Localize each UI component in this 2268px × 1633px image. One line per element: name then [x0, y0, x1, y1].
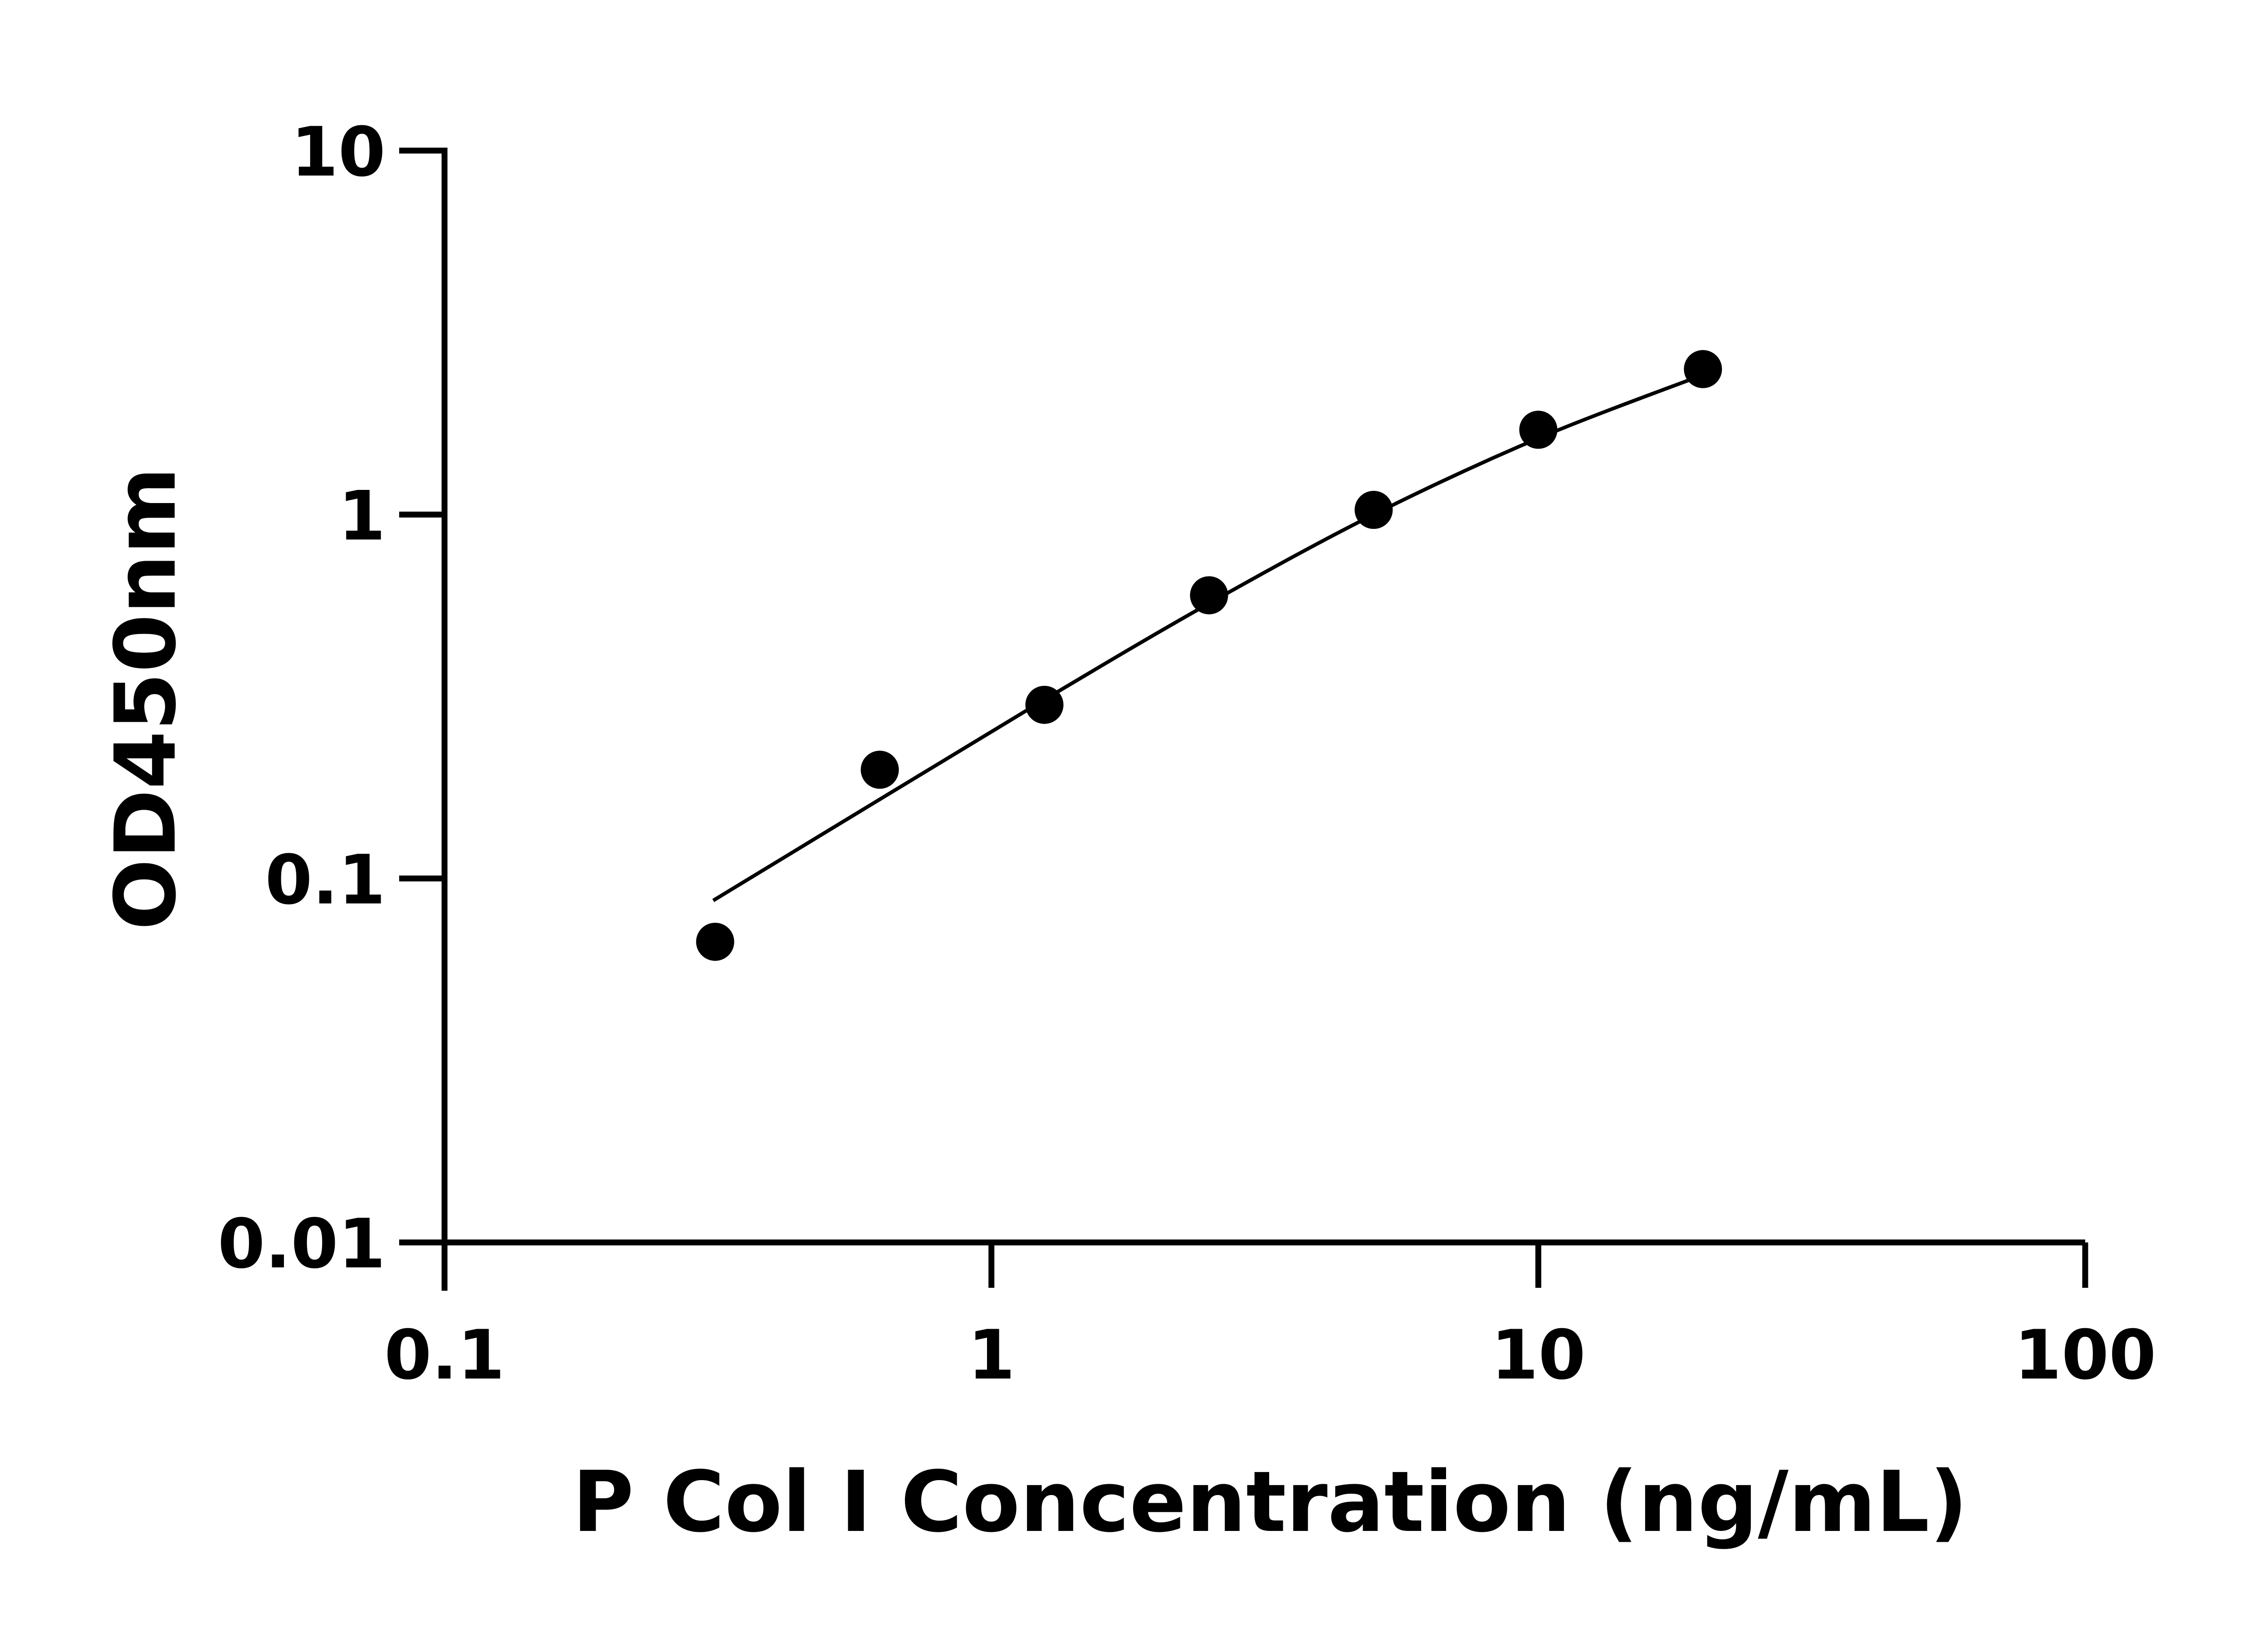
y-tick-label: 1 — [338, 477, 386, 556]
data-point — [1519, 411, 1558, 449]
x-axis-title: P Col I Concentration (ng/mL) — [572, 1453, 1968, 1551]
y-axis-title: OD450nm — [97, 467, 195, 930]
y-tick-label: 0.1 — [265, 841, 386, 920]
data-point — [1354, 491, 1393, 529]
data-point — [860, 750, 899, 789]
data-point — [696, 923, 734, 961]
y-axis-ticks: 0.01 0.1 1 10 — [218, 113, 445, 1284]
y-tick-label: 10 — [291, 113, 386, 192]
data-point — [1025, 685, 1064, 724]
fit-curve — [712, 373, 1704, 902]
axes — [399, 147, 2085, 1291]
x-tick-label: 1 — [968, 1316, 1015, 1395]
x-tick-label: 10 — [1491, 1316, 1586, 1395]
data-point — [1684, 350, 1722, 388]
data-points — [696, 350, 1722, 961]
x-axis-ticks: 0.1 1 10 100 — [384, 1242, 2156, 1395]
y-tick-label: 0.01 — [218, 1205, 386, 1284]
x-tick-label: 0.1 — [384, 1316, 505, 1395]
x-tick-label: 100 — [2014, 1316, 2156, 1395]
data-point — [1190, 576, 1228, 615]
